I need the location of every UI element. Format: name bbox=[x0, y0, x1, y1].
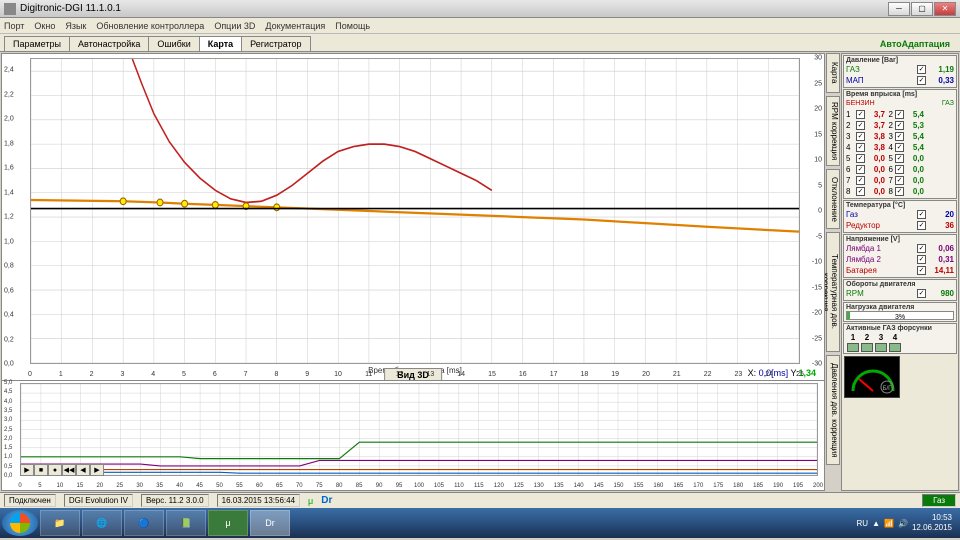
play-btn-3[interactable]: ◀◀ bbox=[62, 464, 76, 476]
injector-led bbox=[861, 343, 873, 352]
start-button[interactable] bbox=[2, 510, 38, 536]
taskbar-app-active[interactable]: Dr bbox=[250, 510, 290, 536]
status-fuel: Газ bbox=[922, 494, 956, 507]
window-titlebar: Digitronic-DGI 11.1.0.1 ─ ▢ ✕ bbox=[0, 0, 960, 18]
injector-led bbox=[889, 343, 901, 352]
play-btn-1[interactable]: ■ bbox=[34, 464, 48, 476]
group: Температура [°C]Газ✓20Редуктор✓36 bbox=[843, 200, 957, 233]
checkbox[interactable]: ✓ bbox=[917, 289, 926, 298]
reading-row: Батарея✓14,11 bbox=[846, 265, 954, 276]
checkbox[interactable]: ✓ bbox=[917, 76, 926, 85]
minimize-button[interactable]: ─ bbox=[888, 2, 910, 16]
chart-area: Время бенз.впрыска [ms] Вид 3D X: 0,0[ms… bbox=[1, 53, 825, 491]
menu-3[interactable]: Обновление контроллера bbox=[96, 21, 204, 31]
taskbar-app-2[interactable]: 🌐 bbox=[82, 510, 122, 536]
app-icon bbox=[4, 3, 16, 15]
reading-row: Редуктор✓36 bbox=[846, 220, 954, 231]
group: Время впрыска [ms]БЕНЗИНГАЗ1✓3,72✓5,42✓3… bbox=[843, 89, 957, 199]
taskbar-app-4[interactable]: 📗 bbox=[166, 510, 206, 536]
tab-2[interactable]: Ошибки bbox=[148, 36, 199, 51]
checkbox[interactable]: ✓ bbox=[917, 210, 926, 219]
menubar: Порт Окно Язык Обновление контроллера Опции … bbox=[0, 18, 960, 34]
tray-network-icon: 📶 bbox=[884, 519, 894, 528]
vtab-temp-corr[interactable]: Температурная дов. коррекция bbox=[826, 232, 840, 352]
reading-row: Газ✓20 bbox=[846, 209, 954, 220]
menu-4[interactable]: Опции 3D bbox=[214, 21, 255, 31]
tab-3[interactable]: Карта bbox=[199, 36, 242, 51]
reading-row: RPM✓980 bbox=[846, 288, 954, 299]
checkbox[interactable]: ✓ bbox=[917, 221, 926, 230]
timeline-chart[interactable]: ▶■●◀◀◀▶ 0,00,51,01,52,02,53,03,54,04,55,… bbox=[2, 380, 824, 490]
status-connection: Подключен bbox=[4, 494, 56, 507]
status-bar: Подключен DGI Evolution IV Верс. 11.2 3.… bbox=[0, 492, 960, 508]
injector-led bbox=[847, 343, 859, 352]
main-chart[interactable]: Время бенз.впрыска [ms] Вид 3D X: 0,0[ms… bbox=[2, 54, 824, 380]
checkbox[interactable]: ✓ bbox=[917, 65, 926, 74]
status-timestamp: 16.03.2015 13:56:44 bbox=[217, 494, 300, 507]
menu-2[interactable]: Язык bbox=[65, 21, 86, 31]
reading-row: Лямбда 2✓0,31 bbox=[846, 254, 954, 265]
tab-0[interactable]: Параметры bbox=[4, 36, 70, 51]
tray-flag-icon: ▲ bbox=[872, 519, 880, 528]
vtab-map[interactable]: Карта bbox=[826, 53, 840, 93]
checkbox[interactable]: ✓ bbox=[917, 266, 926, 275]
taskbar: 📁 🌐 🔵 📗 μ Dr RU ▲ 📶 🔊 10:5312.06.2015 bbox=[0, 508, 960, 538]
playback-controls: ▶■●◀◀◀▶ bbox=[20, 464, 104, 476]
tab-4[interactable]: Регистратор bbox=[241, 36, 310, 51]
tray-sound-icon: 🔊 bbox=[898, 519, 908, 528]
reading-row: Лямбда 1✓0,06 bbox=[846, 243, 954, 254]
play-btn-2[interactable]: ● bbox=[48, 464, 62, 476]
group: Активные ГАЗ форсунки1234 bbox=[843, 323, 957, 354]
tray-clock[interactable]: 10:5312.06.2015 bbox=[912, 513, 952, 533]
menu-5[interactable]: Документация bbox=[265, 21, 325, 31]
menu-1[interactable]: Окно bbox=[34, 21, 55, 31]
status-version: Верс. 11.2 3.0.0 bbox=[141, 494, 209, 507]
menu-0[interactable]: Порт bbox=[4, 21, 24, 31]
checkbox[interactable]: ✓ bbox=[917, 244, 926, 253]
group: Напряжение [V]Лямбда 1✓0,06Лямбда 2✓0,31… bbox=[843, 234, 957, 278]
side-panel: Давление [Bar]ГАЗ✓1,19МАП✓0,33Время впры… bbox=[841, 53, 959, 491]
maximize-button[interactable]: ▢ bbox=[911, 2, 933, 16]
menu-6[interactable]: Помощь bbox=[335, 21, 370, 31]
play-btn-5[interactable]: ▶ bbox=[90, 464, 104, 476]
vtab-press-corr[interactable]: Давления дов. коррекция bbox=[826, 355, 840, 465]
group: Давление [Bar]ГАЗ✓1,19МАП✓0,33 bbox=[843, 55, 957, 88]
taskbar-app-5[interactable]: μ bbox=[208, 510, 248, 536]
status-device: DGI Evolution IV bbox=[64, 494, 133, 507]
reading-row: ГАЗ✓1,19 bbox=[846, 64, 954, 75]
tab-bar: ПараметрыАвтонастройкаОшибкиКартаРегистр… bbox=[0, 34, 960, 52]
autoadapt-label[interactable]: АвтоАдаптация bbox=[874, 37, 956, 51]
checkbox[interactable]: ✓ bbox=[917, 255, 926, 264]
system-tray[interactable]: RU ▲ 📶 🔊 10:5312.06.2015 bbox=[851, 513, 958, 533]
close-button[interactable]: ✕ bbox=[934, 2, 956, 16]
vertical-tabs: Карта RPM коррекция Отклонение Температу… bbox=[826, 52, 840, 492]
injector-led bbox=[875, 343, 887, 352]
taskbar-app-3[interactable]: 🔵 bbox=[124, 510, 164, 536]
reading-row: МАП✓0,33 bbox=[846, 75, 954, 86]
tray-lang[interactable]: RU bbox=[857, 519, 869, 528]
group: Обороты двигателяRPM✓980 bbox=[843, 279, 957, 301]
tab-1[interactable]: Автонастройка bbox=[69, 36, 149, 51]
window-title: Digitronic-DGI 11.1.0.1 bbox=[20, 3, 888, 14]
cursor-readout: X: 0,0[ms] Y:1,34 bbox=[748, 368, 816, 378]
vtab-rpm[interactable]: RPM коррекция bbox=[826, 96, 840, 166]
group: Нагрузка двигателя3% bbox=[843, 302, 957, 322]
taskbar-app-1[interactable]: 📁 bbox=[40, 510, 80, 536]
play-btn-0[interactable]: ▶ bbox=[20, 464, 34, 476]
gauge: Б/Г bbox=[844, 356, 900, 398]
vtab-deviation[interactable]: Отклонение bbox=[826, 169, 840, 229]
svg-text:Б/Г: Б/Г bbox=[883, 386, 893, 392]
play-btn-4[interactable]: ◀ bbox=[76, 464, 90, 476]
